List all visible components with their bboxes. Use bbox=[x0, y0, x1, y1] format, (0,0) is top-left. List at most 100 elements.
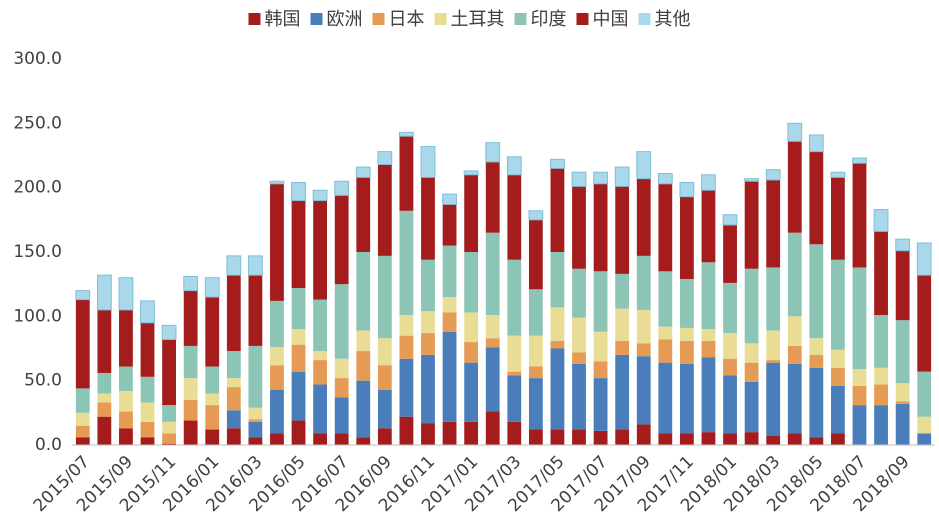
bar-segment bbox=[723, 282, 737, 334]
bar-segment bbox=[615, 186, 630, 274]
bar-segment bbox=[572, 268, 586, 318]
bar-segment bbox=[377, 338, 392, 366]
bar-segment bbox=[507, 335, 522, 372]
bar-segment bbox=[183, 420, 198, 445]
bar-segment bbox=[485, 338, 500, 348]
bar-segment bbox=[97, 393, 112, 403]
bar-segment bbox=[356, 252, 371, 331]
bar-segment bbox=[442, 312, 457, 332]
bar-segment bbox=[852, 163, 867, 268]
bar-segment bbox=[701, 190, 716, 263]
bar-segment bbox=[270, 389, 284, 434]
bar-segment bbox=[96, 274, 112, 311]
bar-segment bbox=[161, 324, 177, 340]
bar-segment bbox=[657, 173, 673, 185]
bar-segment bbox=[464, 174, 479, 252]
bar-segment bbox=[679, 340, 694, 364]
bar-segment bbox=[313, 200, 328, 300]
legend-swatch bbox=[638, 13, 651, 25]
bar-segment bbox=[917, 433, 932, 445]
bar-segment bbox=[895, 238, 911, 252]
bar-segment bbox=[723, 224, 737, 283]
bar-segment bbox=[766, 435, 781, 445]
bar-segment bbox=[485, 411, 500, 445]
bar-segment bbox=[593, 271, 608, 332]
bar-segment bbox=[291, 344, 306, 372]
bar-segment bbox=[852, 369, 867, 386]
bar-segment bbox=[615, 429, 630, 445]
bar-segment bbox=[787, 316, 802, 346]
bar-segment bbox=[119, 309, 133, 367]
bar-segment bbox=[528, 219, 543, 290]
bar-segment bbox=[226, 378, 241, 388]
bar-segment bbox=[874, 384, 888, 406]
bar-segment bbox=[291, 420, 306, 445]
bar-segment bbox=[614, 166, 630, 187]
bar-segment bbox=[464, 312, 479, 343]
bar-segment bbox=[701, 262, 716, 330]
bar-segment bbox=[140, 421, 155, 438]
bar-segment bbox=[679, 196, 694, 280]
legend-label: 韩国 bbox=[265, 9, 301, 30]
bar-segment bbox=[658, 362, 673, 434]
bar-segment bbox=[572, 186, 586, 269]
bar-segment bbox=[636, 178, 651, 256]
bar-segment bbox=[528, 366, 543, 379]
bar-segment bbox=[421, 311, 435, 334]
bar-segment bbox=[421, 333, 435, 355]
bar-segment bbox=[593, 378, 608, 431]
bar-segment bbox=[723, 433, 737, 445]
bar-segment bbox=[356, 177, 371, 252]
bar-segment bbox=[226, 351, 241, 379]
bar-segment bbox=[313, 384, 328, 434]
y-tick-label: 100.0 bbox=[13, 306, 62, 326]
bar-segment bbox=[334, 378, 349, 398]
bar-segment bbox=[162, 433, 176, 444]
bar-segment bbox=[809, 367, 824, 438]
bar-segment bbox=[75, 425, 90, 438]
bar-segment bbox=[507, 174, 522, 260]
bar-segment bbox=[550, 168, 565, 252]
bar-segment bbox=[766, 362, 781, 436]
bar-segment bbox=[356, 437, 371, 445]
legend-label: 其他 bbox=[655, 9, 691, 30]
y-tick-label: 0.0 bbox=[35, 435, 62, 455]
bar-segment bbox=[744, 343, 759, 363]
bar-segment bbox=[809, 338, 824, 355]
bar-segment bbox=[658, 433, 673, 445]
bar-segment bbox=[658, 326, 673, 340]
legend-label: 日本 bbox=[389, 9, 425, 30]
bar-segment bbox=[528, 429, 543, 445]
bar-segment bbox=[636, 309, 651, 344]
bar-segment bbox=[162, 421, 176, 434]
bar-segment bbox=[852, 267, 867, 370]
bar-segment bbox=[226, 275, 241, 352]
bar-segment bbox=[399, 335, 414, 359]
bar-segment bbox=[874, 367, 888, 385]
bar-segment bbox=[831, 433, 845, 445]
bar-segment bbox=[701, 340, 716, 358]
bar-segment bbox=[744, 362, 759, 382]
bar-segment bbox=[270, 365, 284, 390]
bar-segment bbox=[572, 363, 586, 430]
bar-segment bbox=[334, 180, 350, 196]
bar-segment bbox=[377, 389, 392, 429]
bar-segment bbox=[593, 331, 608, 362]
bar-segment bbox=[615, 273, 630, 309]
bar-segment bbox=[593, 171, 608, 185]
bar-segment bbox=[421, 259, 435, 312]
bar-segment bbox=[809, 244, 824, 339]
bar-segment bbox=[377, 365, 392, 390]
bar-segment bbox=[723, 375, 737, 434]
bar-segment bbox=[442, 331, 457, 422]
bar-segment bbox=[636, 151, 652, 180]
bar-segment bbox=[485, 142, 501, 163]
bar-segment bbox=[787, 363, 802, 434]
bar-segment bbox=[399, 416, 414, 445]
bar-segment bbox=[485, 347, 500, 412]
bar-segment bbox=[550, 429, 565, 445]
legend-label: 中国 bbox=[593, 9, 629, 30]
bar-segment bbox=[744, 432, 759, 445]
legend-label: 印度 bbox=[531, 9, 567, 30]
y-tick-label: 150.0 bbox=[13, 242, 62, 262]
